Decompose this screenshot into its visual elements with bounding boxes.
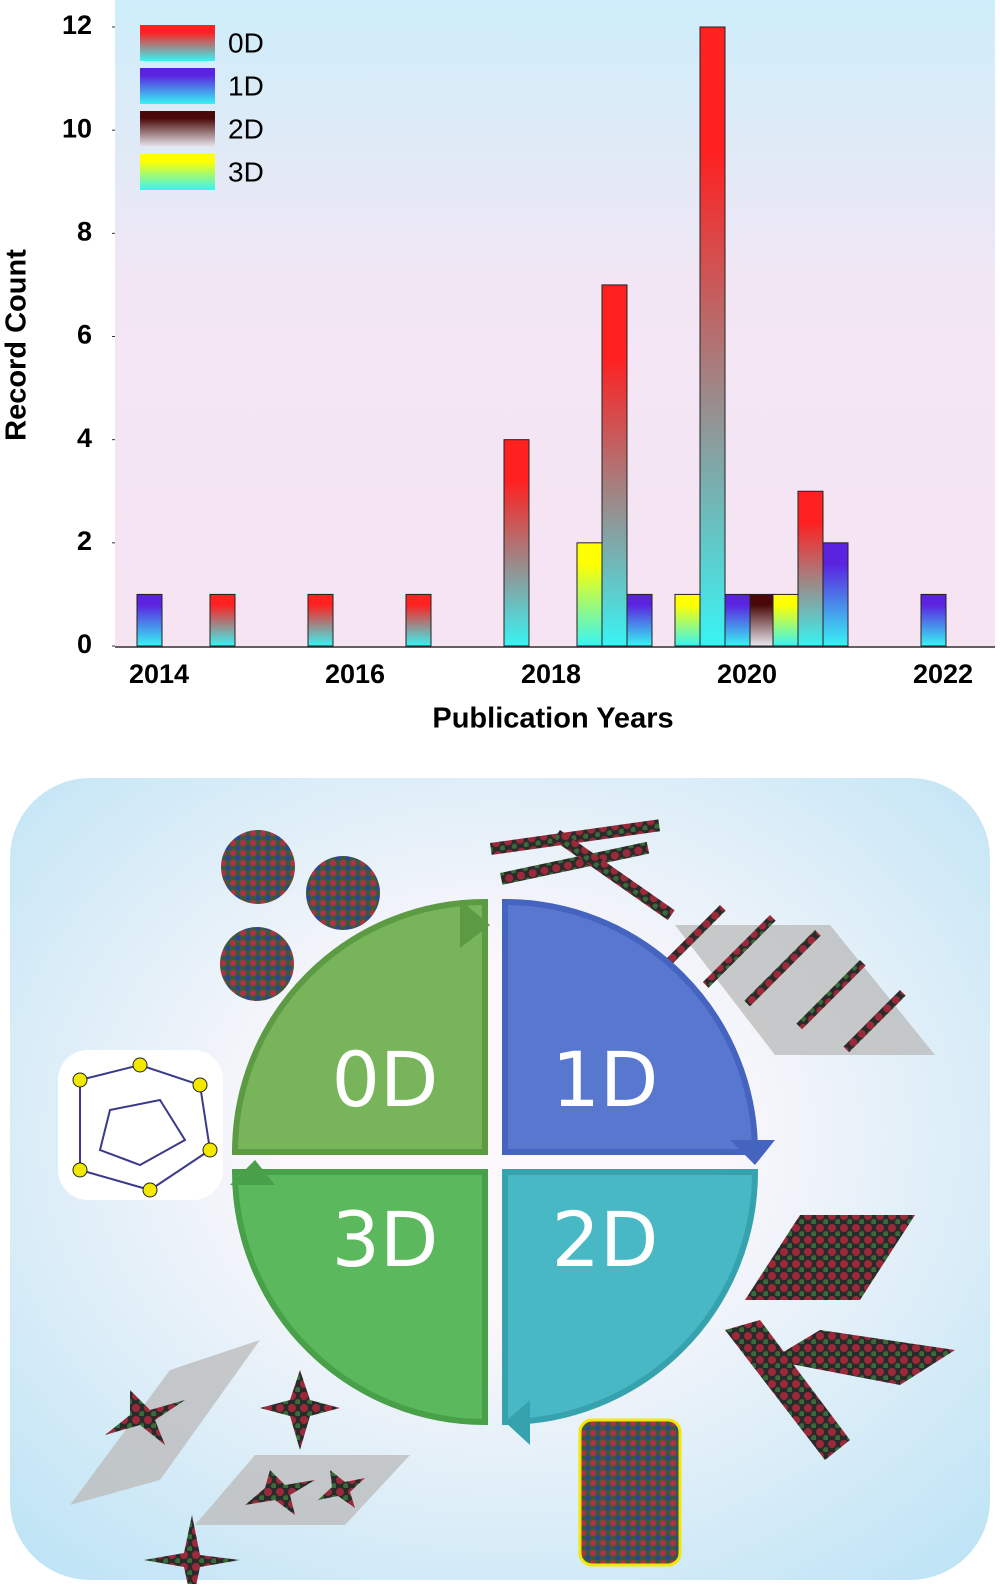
y-tick-label: 2 [77,526,92,556]
dot-particle [221,830,295,904]
y-axis-title: Record Count [1,249,33,441]
legend-label: 3D [228,156,264,187]
bar [307,593,334,647]
plot-background [115,0,995,648]
framework-box [58,1050,223,1200]
bar [749,593,776,647]
x-tick-label: 2014 [129,659,189,689]
substrate [70,1340,260,1505]
bar [576,542,603,647]
nanosheet [745,1215,915,1300]
quadrant-label: 1D [552,1035,659,1124]
bar [724,593,751,647]
framework-nodes [72,1057,218,1198]
legend-label: 0D [228,27,264,58]
bar [626,593,653,647]
bar [699,26,726,647]
legend-swatch [140,154,215,190]
x-tick-label: 2018 [521,659,581,689]
diagram: 0D 1D 2D 3D [10,778,990,1589]
chart: 0 2 4 6 8 10 12 2014 2016 2018 2020 2022 0D 1D 2D 3D [62,10,973,689]
y-tick-label: 10 [62,113,92,143]
quadrant-label: 2D [552,1195,659,1284]
legend-swatch [140,25,215,61]
y-tick-label: 0 [77,629,92,659]
y-tick-label: 8 [77,216,92,246]
dot-particle [306,856,380,930]
dot-particle [220,927,294,1001]
bar [209,593,236,647]
y-tick-label: 12 [62,10,92,40]
bar [601,284,628,647]
x-axis-title: Publication Years [432,703,673,735]
bar [772,593,799,647]
nanorods [656,905,906,1053]
legend-label: 2D [228,113,264,144]
x-tick-label: 2020 [717,659,777,689]
nanowires [490,819,675,921]
nanosheet [725,1320,850,1460]
bar [822,542,849,647]
legend-swatch [140,68,215,104]
nanosheet [770,1330,955,1385]
bar [405,593,432,647]
bar [503,439,530,647]
quadrant-label: 3D [332,1195,439,1284]
x-tick-label: 2022 [913,659,973,689]
y-tick-label: 6 [77,320,92,350]
bar [136,593,163,647]
legend-label: 1D [228,70,264,101]
substrate [195,1455,410,1525]
y-tick-label: 4 [77,423,92,453]
quadrant-label: 0D [332,1035,439,1124]
x-tick-label: 2016 [325,659,385,689]
cycle [230,898,775,1445]
nanosheet-roll [578,1418,682,1567]
bar [674,593,701,647]
nanostars [105,1370,365,1589]
legend-swatch [140,111,215,147]
bar [797,490,824,647]
bar [920,593,947,647]
